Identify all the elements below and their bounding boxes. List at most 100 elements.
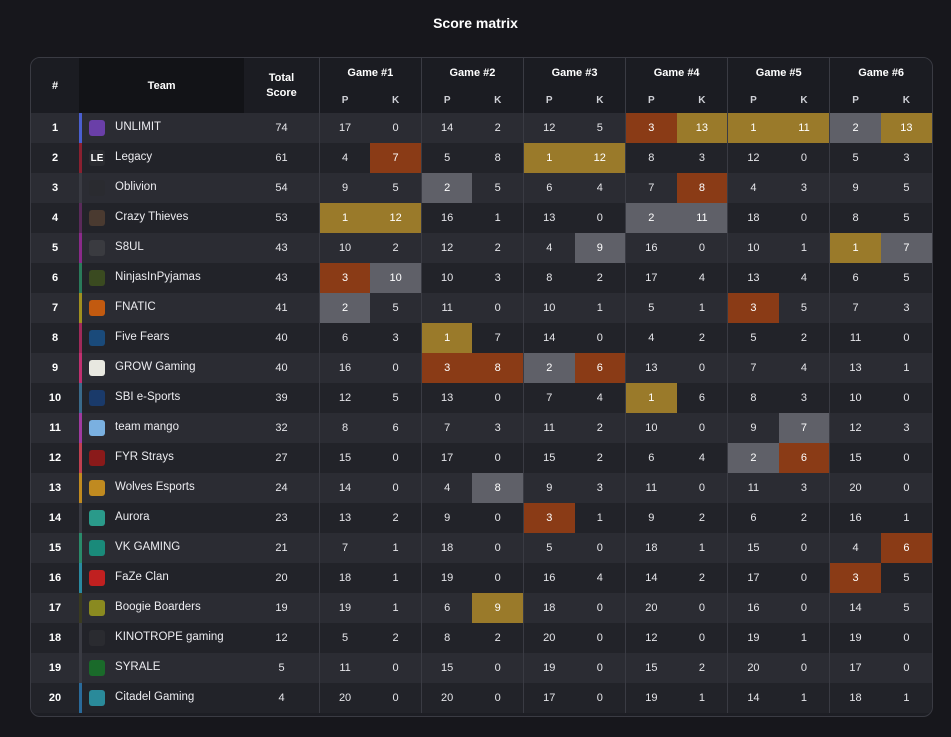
team-cell[interactable]: Citadel Gaming	[79, 683, 245, 713]
game-6-p-cell: 16	[829, 503, 881, 533]
team-cell[interactable]: S8UL	[79, 233, 245, 263]
team-cell[interactable]: FYR Strays	[79, 443, 245, 473]
team-cell[interactable]: Aurora	[79, 503, 245, 533]
game-3-p-cell: 6	[522, 173, 575, 203]
game-3-k-cell: 0	[574, 203, 626, 233]
table-row[interactable]: 13 Wolves Esports 24 14 0 4 8 9 3 11 0 11 3 20 0	[31, 473, 932, 503]
table-row[interactable]: 8 Five Fears 40 6 3 1 7 14 0 4 2 5 2 11 0	[31, 323, 932, 353]
game-4-p-cell: 11	[625, 473, 677, 503]
game-4-k-cell: 2	[676, 563, 728, 593]
game-3-k-header: K	[574, 88, 626, 113]
game-6-p-cell: 5	[829, 143, 881, 173]
team-cell[interactable]: Oblivion	[79, 173, 245, 203]
team-cell[interactable]: GROW Gaming	[79, 353, 245, 383]
team-cell[interactable]: FaZe Clan	[79, 563, 245, 593]
table-row[interactable]: 19 SYRALE 5 11 0 15 0 19 0 15 2 20 0 17 0	[31, 653, 932, 683]
game-1-k-cell: 1	[370, 593, 422, 623]
team-cell[interactable]: VK GAMING	[79, 533, 245, 563]
game-3-k-cell: 9	[574, 233, 626, 263]
game-4-p-cell: 6	[625, 443, 677, 473]
team-name: Wolves Esports	[115, 481, 195, 493]
total-score-cell: 5	[244, 653, 320, 683]
game-3-k-cell: 4	[574, 383, 626, 413]
game-3-p-cell: 9	[522, 473, 575, 503]
table-row[interactable]: 7 FNATIC 41 2 5 11 0 10 1 5 1 3 5 7 3	[31, 293, 932, 323]
team-cell[interactable]: Five Fears	[79, 323, 245, 353]
game-4-p-cell: 15	[625, 653, 677, 683]
game-2-k-cell: 5	[472, 173, 524, 203]
table-row[interactable]: 3 Oblivion 54 9 5 2 5 6 4 7 8 4 3 9 5	[31, 173, 932, 203]
game-4-p-cell: 14	[625, 563, 677, 593]
faze-logo	[89, 570, 106, 586]
fnatic-logo	[89, 300, 106, 316]
game-2-p-cell: 9	[420, 503, 473, 533]
table-row[interactable]: 20 Citadel Gaming 4 20 0 20 0 17 0 19 1 14 1 18 1	[31, 683, 932, 713]
table-row[interactable]: 5 S8UL 43 10 2 12 2 4 9 16 0 10 1 1 7	[31, 233, 932, 263]
game-5-p-cell: 13	[727, 263, 779, 293]
team-cell[interactable]: Wolves Esports	[79, 473, 245, 503]
rank-cell: 1	[31, 113, 80, 143]
rank-cell: 18	[31, 623, 80, 653]
game-2-k-cell: 8	[472, 473, 524, 503]
game-4-k-cell: 0	[676, 623, 728, 653]
table-row[interactable]: 17 Boogie Boarders 19 19 1 6 9 18 0 20 0 16 0 14 5	[31, 593, 932, 623]
rank-cell: 6	[31, 263, 80, 293]
table-row[interactable]: 14 Aurora 23 13 2 9 0 3 1 9 2 6 2 16 1	[31, 503, 932, 533]
game-5-k-cell: 0	[778, 143, 830, 173]
game-1-p-header: P	[318, 88, 371, 113]
total-score-cell: 74	[244, 113, 320, 143]
game-5-p-cell: 20	[727, 653, 779, 683]
team-cell[interactable]: Crazy Thieves	[79, 203, 245, 233]
game-3-p-cell: 10	[522, 293, 575, 323]
game-3-k-cell: 0	[574, 323, 626, 353]
game-6-k-cell: 1	[880, 353, 932, 383]
rank-cell: 14	[31, 503, 80, 533]
game-4-k-cell: 0	[676, 473, 728, 503]
game-5-p-cell: 10	[727, 233, 779, 263]
game-2-p-cell: 8	[420, 623, 473, 653]
team-name: NinjasInPyjamas	[115, 271, 201, 283]
game-4-p-cell: 20	[625, 593, 677, 623]
team-cell[interactable]: FNATIC	[79, 293, 245, 323]
table-row[interactable]: 9 GROW Gaming 40 16 0 3 8 2 6 13 0 7 4 13 1	[31, 353, 932, 383]
game-5-p-cell: 16	[727, 593, 779, 623]
game-2-k-cell: 0	[472, 653, 524, 683]
game-3-k-cell: 0	[574, 683, 626, 713]
table-row[interactable]: 16 FaZe Clan 20 18 1 19 0 16 4 14 2 17 0 3 5	[31, 563, 932, 593]
rank-cell: 13	[31, 473, 80, 503]
team-cell[interactable]: UNLIMIT	[79, 113, 245, 143]
game-6-k-cell: 0	[880, 623, 932, 653]
team-cell[interactable]: SYRALE	[79, 653, 245, 683]
table-row[interactable]: 15 VK GAMING 21 7 1 18 0 5 0 18 1 15 0 4 6	[31, 533, 932, 563]
total-score-cell: 61	[244, 143, 320, 173]
table-row[interactable]: 4 Crazy Thieves 53 1 12 16 1 13 0 2 11 18 0 8 5	[31, 203, 932, 233]
crazy-thieves-logo	[89, 210, 106, 226]
game-4-p-cell: 2	[625, 203, 677, 233]
s8ul-logo	[89, 240, 106, 256]
table-row[interactable]: 10 SBI e-Sports 39 12 5 13 0 7 4 1 6 8 3 10 0	[31, 383, 932, 413]
game-1-p-cell: 11	[318, 653, 371, 683]
game-4-p-cell: 5	[625, 293, 677, 323]
total-score-cell: 43	[244, 263, 320, 293]
game-6-p-cell: 8	[829, 203, 881, 233]
game-6-k-cell: 0	[880, 653, 932, 683]
table-row[interactable]: 11 team mango 32 8 6 7 3 11 2 10 0 9 7 12 3	[31, 413, 932, 443]
table-row[interactable]: 1 UNLIMIT 74 17 0 14 2 12 5 3 13 1 11 2 13	[31, 113, 932, 143]
team-cell[interactable]: NinjasInPyjamas	[79, 263, 245, 293]
team-cell[interactable]: team mango	[79, 413, 245, 443]
table-row[interactable]: 2 LE Legacy 61 4 7 5 8 1 12 8 3 12 0 5 3	[31, 143, 932, 173]
game-6-k-cell: 0	[880, 323, 932, 353]
game-3-p-cell: 5	[522, 533, 575, 563]
team-cell[interactable]: Boogie Boarders	[79, 593, 245, 623]
game-6-p-cell: 17	[829, 653, 881, 683]
table-row[interactable]: 6 NinjasInPyjamas 43 3 10 10 3 8 2 17 4 13 4 6 5	[31, 263, 932, 293]
table-row[interactable]: 18 KINOTROPE gaming 12 5 2 8 2 20 0 12 0 19 1 19 0	[31, 623, 932, 653]
game-6-k-cell: 1	[880, 503, 932, 533]
team-cell[interactable]: KINOTROPE gaming	[79, 623, 245, 653]
team-cell[interactable]: LE Legacy	[79, 143, 245, 173]
team-cell[interactable]: SBI e-Sports	[79, 383, 245, 413]
table-row[interactable]: 12 FYR Strays 27 15 0 17 0 15 2 6 4 2 6 15 0	[31, 443, 932, 473]
team-color-bar	[79, 353, 83, 383]
game-4-k-cell: 13	[676, 113, 728, 143]
game-1-p-cell: 6	[318, 323, 371, 353]
